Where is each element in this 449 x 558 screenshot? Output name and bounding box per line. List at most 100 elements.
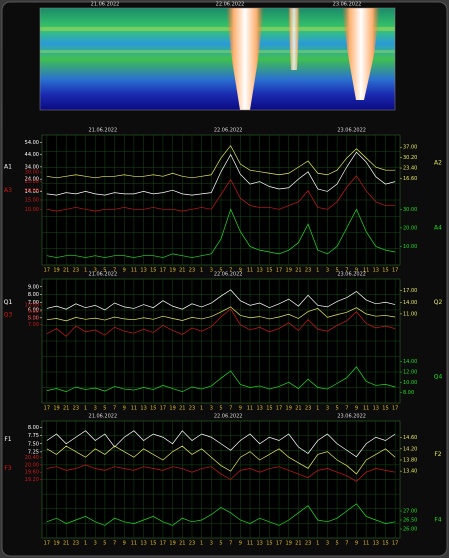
spectrogram-band: [40, 27, 395, 31]
y-tick-label: 7.25: [28, 449, 39, 455]
x-tick-label: 1: [84, 541, 87, 547]
x-tick-label: 21: [179, 406, 185, 412]
y-tick-label: 6.00: [28, 308, 39, 314]
x-tick-label: 11: [131, 406, 137, 412]
date-label: 23.06.2022: [337, 128, 366, 134]
axis-name: Q4: [434, 374, 443, 381]
x-tick-label: 23: [73, 541, 79, 547]
x-tick-label: 5: [336, 541, 339, 547]
y-tick-label: 9.00: [28, 309, 39, 315]
x-tick-label: 3: [94, 406, 97, 412]
x-tick-label: 17: [276, 541, 282, 547]
y-tick-label: 20.00: [403, 225, 417, 231]
x-tick-label: 5: [219, 541, 222, 547]
x-tick-label: 13: [373, 268, 379, 274]
x-tick-label: 17: [392, 541, 398, 547]
x-tick-label: 21: [295, 406, 301, 412]
y-tick-label: 10.00: [25, 303, 39, 309]
y-tick-label: 24.00: [25, 177, 39, 183]
x-tick-label: 23: [305, 406, 311, 412]
y-tick-label: 26.00: [403, 527, 417, 533]
x-tick-label: 17: [44, 541, 50, 547]
y-tick-label: 34.00: [25, 164, 39, 170]
x-tick-label: 1: [200, 268, 203, 274]
y-tick-label: 30.00: [25, 170, 39, 176]
y-tick-label: 14.00: [403, 300, 417, 306]
series-line: [46, 464, 396, 482]
y-tick-label: 23.40: [403, 166, 417, 172]
y-tick-label: 26.50: [403, 518, 417, 524]
x-tick-label: 19: [286, 541, 292, 547]
y-tick-label: 20.40: [25, 455, 39, 461]
axis-name: F4: [434, 517, 441, 524]
x-tick-label: 9: [123, 406, 126, 412]
x-tick-label: 5: [336, 406, 339, 412]
x-tick-label: 3: [326, 541, 329, 547]
x-tick-label: 15: [150, 406, 156, 412]
x-tick-label: 11: [247, 406, 253, 412]
spectrogram-date: 23.06.2022: [333, 2, 362, 8]
y-tick-label: 13.80: [403, 458, 417, 464]
x-tick-label: 23: [189, 541, 195, 547]
x-tick-label: 19: [53, 406, 59, 412]
date-label: 22.06.2022: [214, 414, 243, 420]
x-tick-label: 3: [210, 268, 213, 274]
y-tick-label: 7.50: [28, 441, 39, 447]
date-label: 23.06.2022: [337, 272, 366, 278]
y-tick-label: 54.00: [25, 140, 39, 146]
axis-name: A1: [4, 163, 12, 170]
x-tick-label: 11: [247, 541, 253, 547]
x-tick-label: 13: [140, 541, 146, 547]
x-tick-label: 1: [200, 406, 203, 412]
x-tick-label: 15: [266, 541, 272, 547]
x-tick-label: 17: [276, 268, 282, 274]
date-label: 22.06.2022: [214, 128, 243, 134]
x-tick-label: 7: [345, 268, 348, 274]
x-tick-label: 21: [295, 541, 301, 547]
spectrogram-date: 22.06.2022: [216, 2, 245, 8]
x-tick-label: 23: [189, 406, 195, 412]
y-tick-label: 17.00: [403, 288, 417, 294]
y-tick-label: 7.00: [28, 300, 39, 306]
y-tick-label: 20.00: [25, 188, 39, 194]
x-tick-label: 1: [316, 406, 319, 412]
x-tick-label: 13: [373, 541, 379, 547]
x-tick-label: 13: [140, 406, 146, 412]
x-tick-label: 3: [326, 406, 329, 412]
y-tick-label: 20.00: [25, 462, 39, 468]
x-tick-label: 17: [276, 406, 282, 412]
x-tick-label: 11: [363, 541, 369, 547]
x-tick-label: 17: [44, 406, 50, 412]
x-tick-label: 15: [150, 268, 156, 274]
x-tick-label: 13: [373, 406, 379, 412]
x-tick-label: 5: [103, 268, 106, 274]
x-tick-label: 15: [382, 268, 388, 274]
series-line: [46, 308, 396, 337]
axis-name: Q3: [4, 311, 13, 318]
axis-name: Q1: [4, 299, 13, 306]
x-tick-label: 21: [179, 268, 185, 274]
y-tick-label: 11.00: [403, 311, 417, 317]
y-tick-label: 5.00: [28, 315, 39, 321]
x-tick-label: 7: [229, 406, 232, 412]
x-tick-label: 15: [150, 541, 156, 547]
series-line: [46, 175, 396, 212]
date-label: 21.06.2022: [89, 128, 118, 134]
y-tick-label: 16.60: [403, 176, 417, 182]
x-tick-label: 9: [123, 541, 126, 547]
y-tick-label: 19.20: [25, 477, 39, 483]
x-tick-label: 13: [257, 541, 263, 547]
spectrogram-burst: [226, 8, 264, 110]
spectrogram: 21.06.2022 22.06.2022 23.06.2022: [39, 2, 396, 111]
x-tick-label: 5: [219, 406, 222, 412]
y-tick-label: 9.00: [28, 284, 39, 290]
axis-name: A3: [4, 187, 12, 194]
spectrogram-field: [40, 8, 395, 110]
y-tick-label: 14.00: [403, 359, 417, 365]
date-label: 23.06.2022: [337, 414, 366, 420]
series-line: [46, 445, 396, 475]
y-tick-label: 7.75: [28, 433, 39, 439]
series-line: [46, 430, 396, 458]
